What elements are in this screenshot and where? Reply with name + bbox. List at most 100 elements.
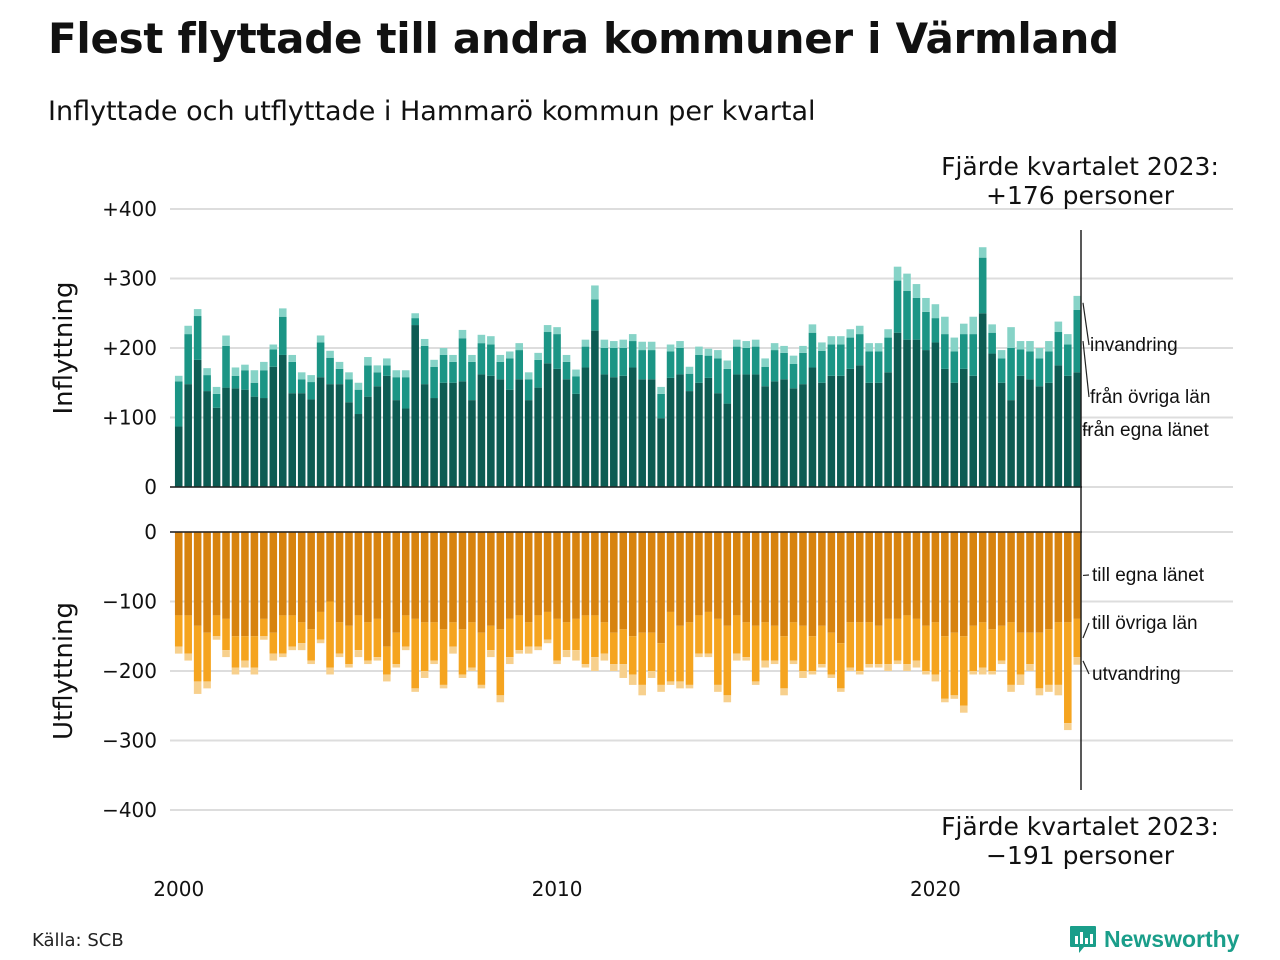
bar-in-3 — [912, 284, 921, 298]
bar-out-2 — [941, 636, 949, 699]
bar-in-3 — [278, 308, 287, 317]
bar-out-3 — [364, 660, 372, 665]
bar-out-2 — [449, 622, 457, 647]
bar-in-3 — [212, 386, 221, 394]
bar-in-3 — [553, 327, 561, 335]
bar-in-3 — [751, 339, 760, 347]
bar-in-3 — [515, 343, 524, 351]
bar-out-3 — [278, 653, 287, 658]
bar-in-3 — [392, 370, 401, 378]
bar-in-3 — [770, 343, 779, 351]
bar-in-2 — [704, 355, 713, 378]
bar-in-1 — [619, 375, 628, 487]
bar-out-2 — [912, 618, 921, 661]
bar-in-2 — [449, 361, 457, 383]
bar-out-2 — [174, 615, 183, 647]
bar-in-2 — [969, 334, 978, 376]
bar-out-3 — [997, 660, 1006, 665]
bar-in-2 — [401, 377, 410, 409]
bar-out-2 — [260, 618, 268, 637]
newsworthy-logo: Newsworthy — [1068, 924, 1239, 954]
bar-out-2 — [534, 615, 542, 647]
bar-out-1 — [383, 532, 391, 647]
bar-out-1 — [222, 532, 230, 619]
bar-in-1 — [184, 384, 192, 487]
chart-subtitle: Inflyttade och utflyttade i Hammarö komm… — [48, 96, 816, 127]
bar-in-1 — [732, 374, 741, 487]
bar-out-2 — [1054, 622, 1063, 685]
bar-out-1 — [780, 532, 788, 637]
bar-in-2 — [1064, 344, 1072, 376]
bar-in-3 — [543, 325, 552, 333]
bar-in-3 — [827, 336, 836, 345]
bar-out-2 — [959, 636, 968, 706]
bar-in-3 — [297, 372, 306, 380]
bar-in-2 — [865, 351, 873, 383]
bar-out-2 — [401, 615, 410, 647]
y-tick-label: −200 — [102, 659, 157, 683]
bar-out-1 — [449, 532, 457, 623]
bar-in-1 — [250, 396, 259, 487]
bar-in-1 — [600, 374, 609, 487]
bar-in-3 — [865, 343, 873, 352]
bar-in-1 — [950, 382, 959, 487]
bar-out-3 — [1035, 688, 1044, 696]
bar-in-2 — [411, 318, 419, 326]
bar-in-1 — [884, 372, 892, 487]
bar-in-2 — [468, 361, 476, 401]
bar-in-1 — [534, 387, 542, 487]
y-axis-title-utflyttning: Utflyttning — [49, 602, 79, 740]
bar-in-2 — [581, 346, 590, 368]
bar-in-1 — [742, 374, 751, 487]
bar-in-3 — [326, 350, 334, 358]
bar-in-1 — [222, 387, 230, 487]
bar-out-3 — [732, 653, 741, 661]
bar-out-2 — [742, 622, 751, 658]
bar-in-1 — [846, 368, 855, 487]
bar-out-1 — [326, 532, 334, 602]
bar-in-3 — [695, 346, 703, 355]
bar-in-2 — [600, 348, 609, 375]
bar-out-2 — [278, 615, 287, 654]
bar-in-2 — [789, 363, 798, 389]
bar-in-3 — [893, 266, 902, 281]
bar-in-1 — [818, 382, 826, 487]
bar-in-1 — [553, 368, 561, 487]
bar-out-3 — [1016, 674, 1025, 685]
bar-in-2 — [383, 365, 391, 376]
bar-out-2 — [241, 636, 249, 661]
bar-out-2 — [827, 632, 836, 675]
bar-in-1 — [430, 398, 438, 487]
bar-in-1 — [373, 386, 382, 487]
bar-out-2 — [628, 636, 637, 675]
bar-in-3 — [808, 324, 817, 333]
bar-out-1 — [619, 532, 628, 630]
bar-out-1 — [638, 532, 646, 633]
bar-out-2 — [364, 622, 372, 661]
bar-in-2 — [799, 352, 807, 385]
bar-out-1 — [1035, 532, 1044, 633]
bar-in-2 — [666, 351, 675, 378]
bar-in-1 — [383, 375, 391, 487]
label-leader — [1082, 302, 1090, 346]
bar-in-2 — [477, 343, 486, 375]
bar-out-3 — [212, 636, 221, 640]
bar-in-2 — [505, 358, 514, 390]
bar-out-2 — [855, 622, 864, 671]
bar-out-2 — [543, 611, 552, 640]
bar-out-3 — [581, 664, 590, 668]
bar-out-2 — [704, 611, 713, 654]
bar-in-1 — [931, 342, 940, 487]
bar-out-1 — [874, 532, 883, 626]
bar-in-3 — [638, 341, 646, 351]
bar-out-2 — [685, 622, 694, 685]
bar-in-3 — [250, 370, 259, 383]
x-tick-label: 2010 — [532, 877, 583, 901]
bar-out-1 — [912, 532, 921, 619]
bar-out-3 — [572, 650, 580, 661]
bar-in-2 — [515, 350, 524, 380]
bar-in-2 — [997, 358, 1006, 383]
bar-out-1 — [666, 532, 675, 612]
bar-out-1 — [288, 532, 297, 616]
bar-in-3 — [685, 366, 694, 374]
